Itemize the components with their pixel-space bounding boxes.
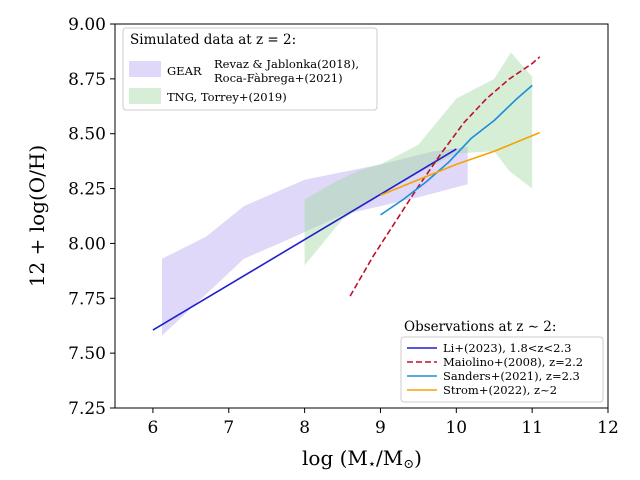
legend-swatch-gear [129,61,161,77]
y-axis-ticks: 7.25 7.50 7.75 8.00 8.25 8.50 8.75 9.00 [68,15,115,419]
legend-label-maiolino: Maiolino+(2008), z=2.2 [443,355,583,369]
legend-label-gear-name: GEAR [167,64,202,78]
series-line-strom [380,131,541,196]
legend-observations: Observations at z ∼ 2: Li+(2023), 1.8<z<… [400,319,604,403]
y-tick-label: 8.25 [68,180,106,200]
plot-frame [114,23,609,409]
x-tick-label: 10 [445,418,467,438]
x-axis-label: log (M⋆/M⊙) [302,446,422,472]
series-line-sanders [380,84,533,216]
legend-simulated-box [122,27,378,111]
y-tick-label: 7.50 [68,344,106,364]
legend-observations-box [400,336,604,403]
x-tick-label: 8 [299,418,310,438]
legend-label-sanders: Sanders+(2021), z=2.3 [443,369,580,383]
legend-label-gear-line1: Revaz & Jablonka(2018), [214,57,359,71]
legend-simulated-title: Simulated data at z = 2: [130,32,296,48]
band-gear [162,146,468,336]
x-tick-label: 7 [223,418,234,438]
y-tick-label: 8.00 [68,234,106,254]
x-axis-ticks: 6 7 8 9 10 11 12 [148,408,619,438]
x-tick-label: 6 [148,418,159,438]
y-tick-label: 8.50 [68,125,106,145]
legend-label-tng: TNG, Torrey+(2019) [167,90,287,104]
x-tick-label: 9 [375,418,386,438]
legend-simulated: Simulated data at z = 2: GEAR Revaz & Ja… [122,27,378,111]
legend-label-strom: Strom+(2022), z~2 [443,383,557,397]
y-tick-label: 9.00 [68,15,106,35]
legend-label-li: Li+(2023), 1.8<z<2.3 [443,341,571,355]
x-tick-label: 12 [597,418,619,438]
series-line-li [152,148,457,331]
y-tick-label: 7.25 [68,399,106,419]
shaded-bands [162,52,533,336]
x-tick-label: 11 [521,418,543,438]
band-tng [304,52,533,266]
y-tick-label: 8.75 [68,70,106,90]
legend-swatch-tng [129,88,161,104]
legend-label-gear-line2: Roca-Fàbrega+(2021) [214,71,343,85]
series-lines [152,56,541,331]
y-axis-label: 12 + log(O/H) [25,145,49,287]
y-tick-label: 7.75 [68,289,106,309]
legend-observations-title: Observations at z ∼ 2: [404,319,556,335]
series-line-maiolino [349,56,541,297]
